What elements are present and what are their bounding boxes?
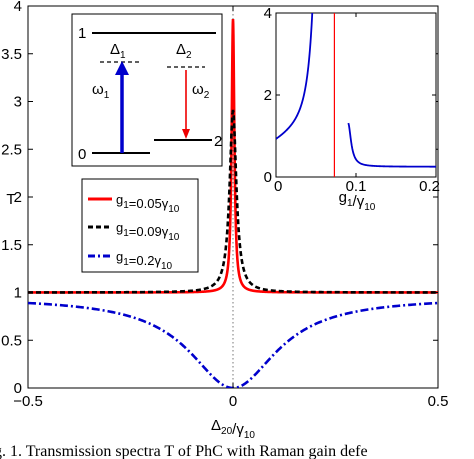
g1-inset: 0 2 4 0 0.1 0.2 g1/γ10 [264,5,440,213]
main-ytick-label: 1 [14,285,22,302]
main-ytick-label: 2.5 [1,141,22,158]
inset-axes: 0 2 4 0 0.1 0.2 [264,5,440,195]
g1-inset-frame [275,12,437,178]
main-xtick-label: 0.5 [428,393,449,410]
series-g1-0.2 [28,301,438,388]
omega-2-label: ω2 [192,81,210,101]
main-ytick-label: 1.5 [1,237,22,254]
legend-entry-blue: g1=0.2γ10 [116,249,173,272]
inset-curve-left [276,13,314,140]
pump-arrow-head [115,61,129,75]
main-y-axis-label: T [6,191,15,208]
inset-ytick-label: 4 [264,5,272,22]
inset-xtick-label: 0.1 [346,178,367,195]
inset-curve-right [347,122,436,168]
figure-caption: g. 1. Transmission spectra T of PhC with… [0,443,368,459]
main-ytick-label: 0 [14,380,22,397]
level-2-label: 2 [214,133,222,150]
main-xtick-label: 0 [229,393,237,410]
inset-ytick-label: 0 [264,169,272,186]
series-g1-0.09 [28,109,438,294]
delta-2-label: Δ2 [176,41,192,61]
main-ytick-label: 0.5 [1,332,22,349]
main-ytick-label: 3 [14,94,22,111]
level-diagram: 1 0 2 Δ1 Δ2 ω1 ω2 [71,13,223,167]
inset-x-axis-label: g1/γ10 [339,189,376,213]
level-0-label: 0 [78,146,86,163]
legend-box [81,178,199,273]
inset-curves [276,13,436,177]
inset-xtick-label: 0 [274,178,282,195]
main-xtick-label: −0.5 [13,393,43,410]
inset-xtick-label: 0.2 [419,178,440,195]
level-1-label: 1 [78,25,86,42]
omega-1-label: ω1 [92,81,110,101]
stokes-arrow-head [182,129,190,139]
main-ytick-label: 3.5 [1,46,22,63]
legend-entry-black: g1=0.09γ10 [116,220,180,243]
main-ytick-label: 2 [14,189,22,206]
main-x-axis-label: Δ20/γ10 [211,417,255,441]
main-ytick-label: 4 [14,0,22,15]
legend-entry-red: g1=0.05γ10 [116,192,180,215]
legend: g1=0.05γ10 g1=0.09γ10 g1=0.2γ10 [81,178,199,273]
delta-1-label: Δ1 [110,41,126,61]
main-curves [28,19,438,388]
main-xlabel: Δ20/γ10 [211,417,255,441]
inset-ytick-label: 2 [264,87,272,104]
